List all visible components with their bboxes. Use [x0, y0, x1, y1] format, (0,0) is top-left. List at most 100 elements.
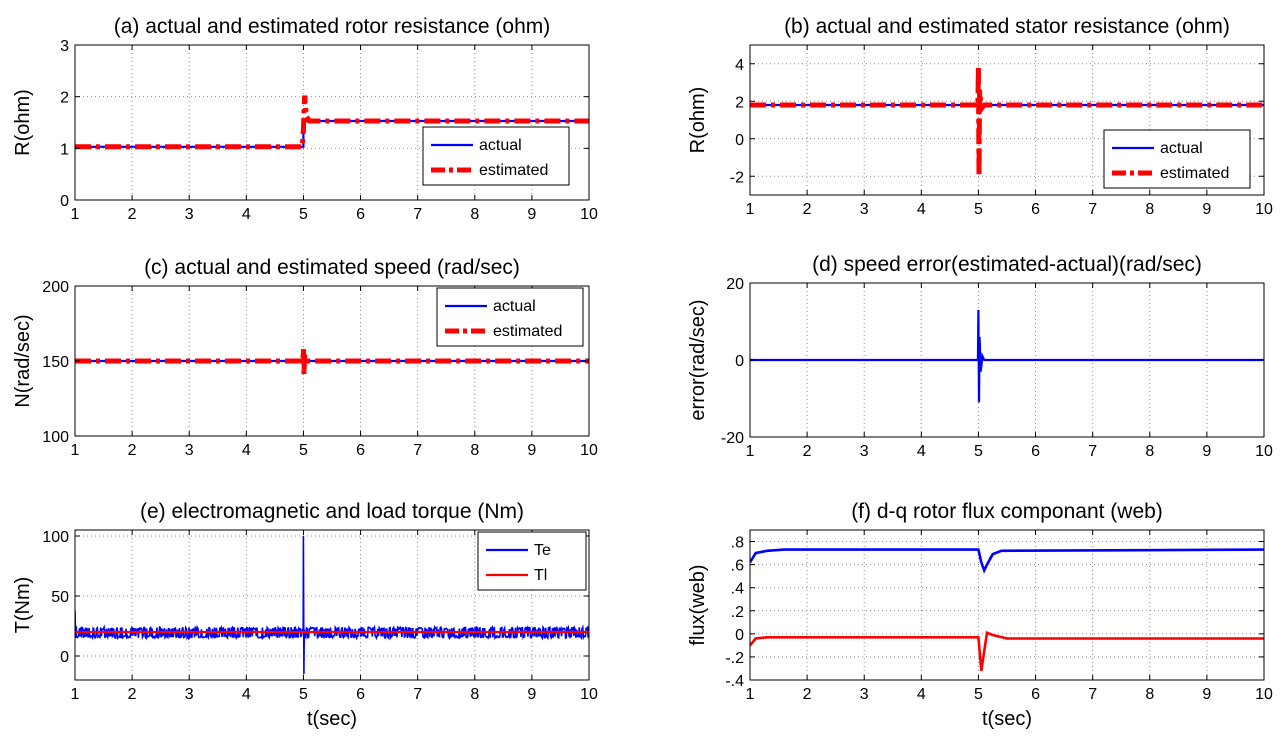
legend: actual estimated [1103, 129, 1251, 189]
series-line-series-0 [750, 548, 1264, 574]
y-tick-label: .4 [731, 581, 744, 598]
y-tick-label: 100 [42, 529, 69, 546]
plot-area [75, 535, 589, 675]
x-tick-label: 10 [1255, 443, 1273, 460]
x-tick-label: 3 [860, 443, 869, 460]
x-tick-label: 6 [356, 206, 365, 223]
x-axis-label: t(sec) [307, 708, 357, 730]
x-tick-label: 7 [413, 686, 422, 703]
x-tick-label: 1 [746, 201, 755, 218]
x-tick-label: 7 [1088, 201, 1097, 218]
plot-area [750, 309, 1264, 403]
x-tick-label: 1 [71, 686, 80, 703]
axes-frame [74, 529, 590, 681]
y-tick-label: 50 [51, 589, 69, 606]
y-axis-label: T(Nm) [12, 577, 34, 634]
x-tick-label: 5 [974, 443, 983, 460]
legend-label-Tl: Tl [534, 567, 547, 584]
x-tick-label: 10 [580, 686, 598, 703]
x-tick-label: 1 [746, 443, 755, 460]
legend-box [436, 287, 584, 347]
y-axis-label: N(rad/sec) [12, 314, 34, 407]
subplot-c: (c) actual and estimated speed (rad/sec)… [12, 256, 598, 459]
y-tick-label: .8 [731, 535, 744, 552]
x-tick-label: 3 [860, 201, 869, 218]
y-tick-label: 0 [60, 649, 69, 666]
x-tick-label: 6 [1031, 443, 1040, 460]
subplot-d: (d) speed error(estimated-actual)(rad/se… [687, 253, 1273, 460]
x-tick-label: 2 [803, 686, 812, 703]
y-tick-label: 100 [42, 429, 69, 446]
y-tick-label: 0 [735, 627, 744, 644]
legend-box [422, 126, 570, 186]
x-tick-label: 2 [803, 443, 812, 460]
x-tick-label: 2 [128, 442, 137, 459]
subplot-grid: (a) actual and estimated rotor resistanc… [12, 15, 1273, 730]
x-tick-label: 10 [1255, 201, 1273, 218]
y-tick-label: -20 [721, 430, 744, 447]
subplot-title: (d) speed error(estimated-actual)(rad/se… [812, 253, 1202, 276]
x-tick-label: 10 [1255, 686, 1273, 703]
subplot-b: (b) actual and estimated stator resistan… [687, 15, 1273, 218]
plot-area [75, 95, 589, 150]
plot-area [75, 348, 589, 375]
x-tick-label: 1 [71, 206, 80, 223]
x-tick-label: 6 [356, 686, 365, 703]
x-tick-label: 9 [1202, 686, 1211, 703]
subplot-title: (f) d-q rotor flux componant (web) [851, 500, 1163, 523]
x-tick-label: 1 [71, 442, 80, 459]
x-tick-label: 4 [242, 442, 251, 459]
y-axis-label: R(ohm) [12, 89, 34, 156]
x-tick-label: 10 [580, 206, 598, 223]
subplot-title: (a) actual and estimated rotor resistanc… [114, 15, 551, 38]
legend-label-estimated: estimated [479, 162, 548, 179]
legend-box [477, 531, 587, 591]
x-tick-label: 7 [1088, 443, 1097, 460]
plot-area [750, 65, 1264, 177]
x-tick-label: 8 [1145, 686, 1154, 703]
subplot-a: (a) actual and estimated rotor resistanc… [12, 15, 598, 223]
x-tick-label: 9 [527, 442, 536, 459]
y-tick-label: 4 [735, 57, 744, 74]
y-tick-label: .2 [731, 604, 744, 621]
y-tick-label: 0 [735, 353, 744, 370]
x-tick-label: 9 [527, 206, 536, 223]
y-tick-label: 0 [735, 132, 744, 149]
subplot-title: (c) actual and estimated speed (rad/sec) [144, 256, 520, 279]
plot-area [750, 548, 1264, 671]
y-tick-label: .6 [731, 558, 744, 575]
legend-label-estimated: estimated [493, 323, 562, 340]
y-axis-label: flux(web) [687, 564, 709, 645]
x-tick-label: 4 [242, 206, 251, 223]
legend: actual estimated [436, 287, 584, 347]
x-tick-label: 7 [1088, 686, 1097, 703]
legend: Te Tl [477, 531, 587, 591]
x-tick-label: 2 [803, 201, 812, 218]
x-tick-label: 4 [242, 686, 251, 703]
y-tick-label: -.4 [725, 673, 744, 690]
x-axis-label: t(sec) [982, 708, 1032, 730]
x-tick-label: 3 [860, 686, 869, 703]
x-tick-label: 4 [917, 201, 926, 218]
axes-frame [749, 529, 1265, 681]
legend-label-actual: actual [1160, 140, 1203, 157]
x-tick-label: 6 [1031, 201, 1040, 218]
x-tick-label: 8 [1145, 201, 1154, 218]
x-tick-label: 3 [185, 686, 194, 703]
series-line-series-0 [750, 309, 1264, 403]
x-tick-label: 1 [746, 686, 755, 703]
series-line-estimated [75, 95, 589, 150]
y-tick-label: 1 [60, 141, 69, 158]
x-tick-label: 7 [413, 442, 422, 459]
series-line-estimated [750, 65, 1264, 177]
x-tick-label: 6 [356, 442, 365, 459]
subplot-f: (f) d-q rotor flux componant (web) 1 2 3 4 5 6… [687, 500, 1273, 730]
subplot-title: (b) actual and estimated stator resistan… [784, 15, 1230, 38]
x-tick-label: 3 [185, 442, 194, 459]
legend: actual estimated [422, 126, 570, 186]
y-axis-label: error(rad/sec) [687, 299, 709, 420]
x-tick-label: 5 [299, 442, 308, 459]
axes-frame [749, 44, 1265, 196]
y-axis-label: R(ohm) [687, 87, 709, 154]
x-tick-label: 9 [1202, 443, 1211, 460]
